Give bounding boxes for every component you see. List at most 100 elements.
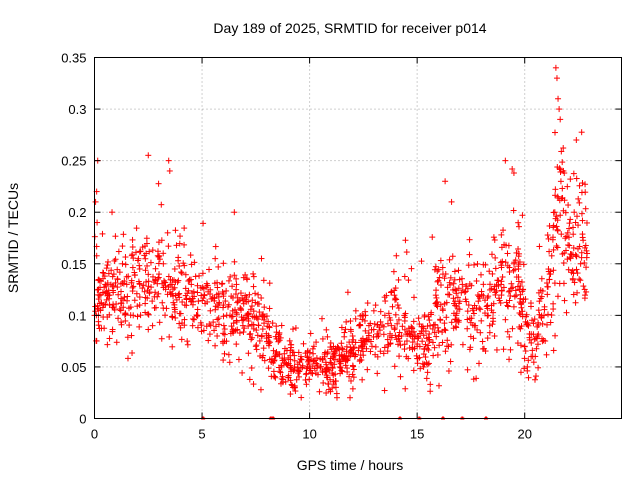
data-point — [177, 324, 184, 331]
data-point — [276, 351, 283, 358]
data-point — [446, 256, 453, 263]
data-point — [110, 304, 117, 311]
data-point — [401, 273, 408, 280]
data-point — [155, 275, 162, 282]
data-point — [256, 309, 263, 316]
data-point — [545, 235, 552, 242]
data-point — [253, 342, 260, 349]
data-point — [229, 328, 236, 335]
data-point — [544, 321, 551, 328]
data-point — [484, 312, 491, 319]
data-point — [124, 334, 131, 341]
data-point — [553, 223, 560, 230]
data-point — [327, 340, 334, 347]
data-point — [461, 289, 468, 296]
data-point — [441, 320, 448, 327]
data-point — [197, 319, 204, 326]
data-point — [539, 320, 546, 327]
data-point — [92, 198, 99, 205]
data-point — [255, 316, 262, 323]
data-point — [570, 170, 577, 177]
data-point — [223, 287, 230, 294]
x-tick-label: 5 — [198, 427, 205, 442]
data-point — [533, 345, 540, 352]
data-point — [448, 198, 455, 205]
data-point — [170, 299, 177, 306]
data-point — [176, 320, 183, 327]
data-point — [149, 298, 156, 305]
data-point — [524, 367, 531, 374]
data-point — [458, 275, 465, 282]
data-point — [164, 229, 171, 236]
data-point — [566, 242, 573, 249]
data-point — [466, 281, 473, 288]
data-point — [286, 337, 293, 344]
data-point — [517, 369, 524, 376]
data-point — [575, 222, 582, 229]
data-point — [581, 259, 588, 266]
data-point — [246, 331, 253, 338]
data-point — [433, 287, 440, 294]
data-point — [569, 275, 576, 282]
data-point — [194, 282, 201, 289]
data-point — [246, 376, 253, 383]
data-point — [550, 347, 557, 354]
data-point — [277, 369, 284, 376]
data-point — [234, 326, 241, 333]
data-point — [147, 259, 154, 266]
data-point — [145, 283, 152, 290]
data-point — [508, 280, 515, 287]
data-point — [415, 315, 422, 322]
data-point — [296, 373, 303, 380]
data-point — [306, 376, 313, 383]
data-point — [96, 325, 103, 332]
data-point — [558, 231, 565, 238]
data-point — [361, 317, 368, 324]
data-point — [518, 279, 525, 286]
data-point — [363, 345, 370, 352]
data-point — [164, 291, 171, 298]
data-point — [381, 344, 388, 351]
data-point — [357, 322, 364, 329]
data-point — [250, 270, 257, 277]
data-point — [133, 249, 140, 256]
data-point — [580, 283, 587, 290]
data-point — [406, 328, 413, 335]
data-point — [169, 313, 176, 320]
data-point — [459, 341, 466, 348]
data-point — [314, 362, 321, 369]
data-point — [361, 341, 368, 348]
data-point — [528, 303, 535, 310]
data-point — [437, 257, 444, 264]
data-point — [181, 262, 188, 269]
data-point — [176, 294, 183, 301]
data-point — [557, 168, 564, 175]
data-point — [421, 345, 428, 352]
data-point — [359, 376, 366, 383]
data-point — [181, 322, 188, 329]
data-point — [144, 287, 151, 294]
data-point — [145, 152, 152, 159]
data-point — [207, 291, 214, 298]
data-point — [171, 284, 178, 291]
data-point — [364, 300, 371, 307]
data-point — [149, 247, 156, 254]
x-tick-label: 0 — [91, 427, 98, 442]
data-point — [134, 257, 141, 264]
data-point — [347, 394, 354, 401]
data-point — [339, 345, 346, 352]
data-point — [582, 205, 589, 212]
data-point — [183, 302, 190, 309]
data-point — [550, 306, 557, 313]
data-point — [220, 357, 227, 364]
data-point — [263, 330, 270, 337]
data-point — [464, 325, 471, 332]
data-point — [336, 352, 343, 359]
data-point — [103, 283, 110, 290]
data-point — [554, 217, 561, 224]
data-point — [249, 313, 256, 320]
data-point — [432, 263, 439, 270]
data-point — [570, 224, 577, 231]
data-point — [395, 276, 402, 283]
